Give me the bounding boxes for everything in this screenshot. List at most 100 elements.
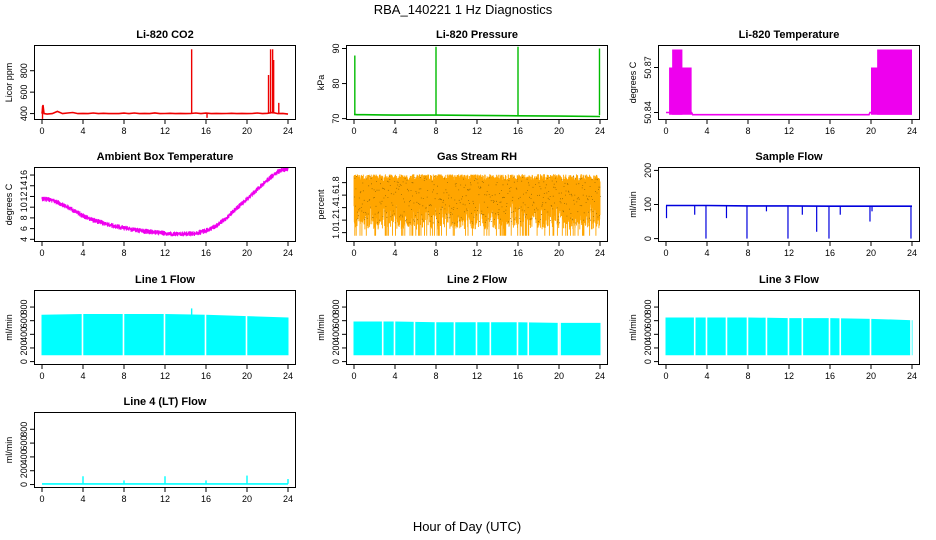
panel-8-ytick-label: 200: [331, 340, 341, 355]
panel-6-xtick-label: 12: [784, 248, 794, 258]
panel-4-xtick-label: 4: [80, 248, 85, 258]
panel-8-xtick-label: 20: [554, 371, 564, 381]
panel-5-xtick-label: 4: [392, 248, 397, 258]
panel-6: Sample Flow 0 4 8 12 16 20 24 0 100 200 ml/min: [628, 151, 920, 258]
panel-3-plot-area: [666, 49, 912, 116]
panel-3-title: Li-820 Temperature: [739, 29, 840, 41]
panel-3-xtick-label: 16: [825, 126, 835, 136]
panel-1-xtick-label: 0: [39, 126, 44, 136]
panel-5-xtick-label: 8: [433, 248, 438, 258]
panel-9-plot-area: [665, 316, 913, 356]
panel-7-xtick-label: 12: [160, 371, 170, 381]
panel-10-xtick-label: 4: [80, 494, 85, 504]
panel-2-ytick-label: 70: [331, 114, 341, 124]
panel-10-ytick-label: 200: [19, 463, 29, 478]
panel-8-plot-area: [353, 321, 601, 356]
panel-9-ytick-label: 800: [643, 300, 653, 315]
panel-5-ytick-label: 1.2: [331, 214, 341, 227]
panel-4-frame: [34, 167, 296, 242]
panel-1-frame: [34, 45, 296, 120]
panel-5-ytick-label: 1.6: [331, 189, 341, 202]
panel-8-xtick-label: 24: [595, 371, 605, 381]
panel-6-y-axis-label: ml/min: [628, 191, 638, 218]
panel-3-y-axis-label: degrees C: [628, 61, 638, 103]
panel-5-ytick-label: 1.8: [331, 176, 341, 189]
panel-2-xtick-label: 8: [433, 126, 438, 136]
panel-4-ytick-label: 10: [19, 202, 29, 212]
panel-2-y-axis-label: kPa: [316, 75, 326, 91]
panel-8-xtick-label: 4: [392, 371, 397, 381]
panel-2-xtick-label: 20: [554, 126, 564, 136]
panel-10-y-axis-label: ml/min: [4, 437, 14, 464]
panel-4-xtick-label: 20: [242, 248, 252, 258]
panel-9-ytick-label: 0: [643, 359, 653, 364]
panel-3-xtick-label: 4: [704, 126, 709, 136]
panel-8-ytick-label: 600: [331, 313, 341, 328]
panel-5-series-texture: [354, 176, 601, 224]
panel-5-series-trace: [353, 174, 601, 236]
panel-1-xtick-label: 24: [283, 126, 293, 136]
panel-5-xtick-label: 16: [513, 248, 523, 258]
panel-4-xtick-label: 0: [39, 248, 44, 258]
panel-9-ytick-label: 200: [643, 340, 653, 355]
panel-1-ytick-label: 400: [19, 106, 29, 121]
panel-2-xtick-label: 24: [595, 126, 605, 136]
panel-3-xtick-label: 24: [907, 126, 917, 136]
figure-title: RBA_140221 1 Hz Diagnostics: [374, 2, 553, 17]
panel-10-xtick-label: 8: [121, 494, 126, 504]
panel-3-xtick-label: 20: [866, 126, 876, 136]
panel-4-y-axis-label: degrees C: [4, 183, 14, 225]
panel-1-title: Li-820 CO2: [136, 29, 193, 41]
panel-3-xtick-label: 8: [745, 126, 750, 136]
panel-3-xtick-label: 0: [663, 126, 668, 136]
panel-10-xtick-label: 0: [39, 494, 44, 504]
panel-2-plot-area: [353, 46, 601, 118]
panel-5-plot-area: [353, 174, 601, 236]
panel-8-xtick-label: 0: [351, 371, 356, 381]
panel-2-frame: [346, 45, 608, 120]
panel-10-ytick-label: 800: [19, 422, 29, 437]
panel-5-frame: [346, 167, 608, 242]
panel-4-series-1: [41, 167, 289, 237]
panel-3-series-1: [666, 111, 912, 116]
panel-6-frame: [658, 167, 920, 242]
panel-6-ytick-label: 200: [643, 163, 653, 178]
panel-7-ytick-label: 200: [19, 340, 29, 355]
panel-9-xtick-label: 8: [745, 371, 750, 381]
panel-1-xtick-label: 4: [80, 126, 85, 136]
panel-10-ytick-label: 600: [19, 436, 29, 451]
panel-6-xtick-label: 16: [825, 248, 835, 258]
figure-x-axis-label: Hour of Day (UTC): [413, 519, 521, 534]
panel-5: Gas Stream RH 0 4 8 12 16 20 24 1.01.21.41.61.8 p…: [316, 151, 608, 258]
panel-7-ytick-label: 400: [19, 327, 29, 342]
panel-10-xtick-label: 24: [283, 494, 293, 504]
panel-6-xtick-label: 8: [745, 248, 750, 258]
panel-10-ytick-label: 0: [19, 482, 29, 487]
panel-7-xtick-label: 4: [80, 371, 85, 381]
panel-10-plot-area: [42, 475, 289, 485]
panel-10-xtick-label: 16: [201, 494, 211, 504]
panel-8-frame: [346, 290, 608, 365]
panel-7-xtick-label: 24: [283, 371, 293, 381]
panel-2-ytick-label: 90: [331, 43, 341, 53]
panel-2-xtick-label: 16: [513, 126, 523, 136]
panel-4-ytick-label: 16: [19, 170, 29, 180]
panel-5-xtick-label: 20: [554, 248, 564, 258]
panel-3-band-4: [877, 49, 912, 115]
panel-1-xtick-label: 12: [160, 126, 170, 136]
panel-3: Li-820 Temperature 0 4 8 12 16 20 24 50.84 50.87 d…: [628, 29, 920, 136]
panel-7-ytick-label: 600: [19, 313, 29, 328]
panel-4-xtick-label: 12: [160, 248, 170, 258]
panel-5-ytick-label: 1.0: [331, 226, 341, 239]
panel-9-xtick-label: 24: [907, 371, 917, 381]
panel-1-ytick-label: 800: [19, 63, 29, 78]
panel-10: Line 4 (LT) Flow 0 4 8 12 16 20 24 0 200400600800…: [4, 396, 296, 504]
panel-4-ytick-label: 8: [19, 215, 29, 220]
panel-1-ytick-label: 600: [19, 85, 29, 100]
panel-5-y-axis-label: percent: [316, 189, 326, 220]
panel-7-ytick-label: 0: [19, 359, 29, 364]
